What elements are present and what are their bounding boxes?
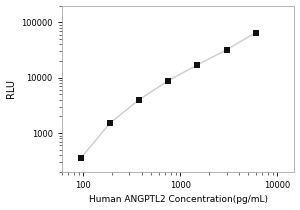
Point — [195, 63, 200, 67]
Point — [254, 31, 258, 34]
X-axis label: Human ANGPTL2 Concentration(pg/mL): Human ANGPTL2 Concentration(pg/mL) — [88, 196, 268, 205]
Point — [78, 157, 83, 160]
Point — [107, 122, 112, 125]
Point — [136, 98, 141, 101]
Y-axis label: RLU: RLU — [6, 79, 16, 98]
Point — [166, 79, 170, 83]
Point — [224, 48, 229, 51]
